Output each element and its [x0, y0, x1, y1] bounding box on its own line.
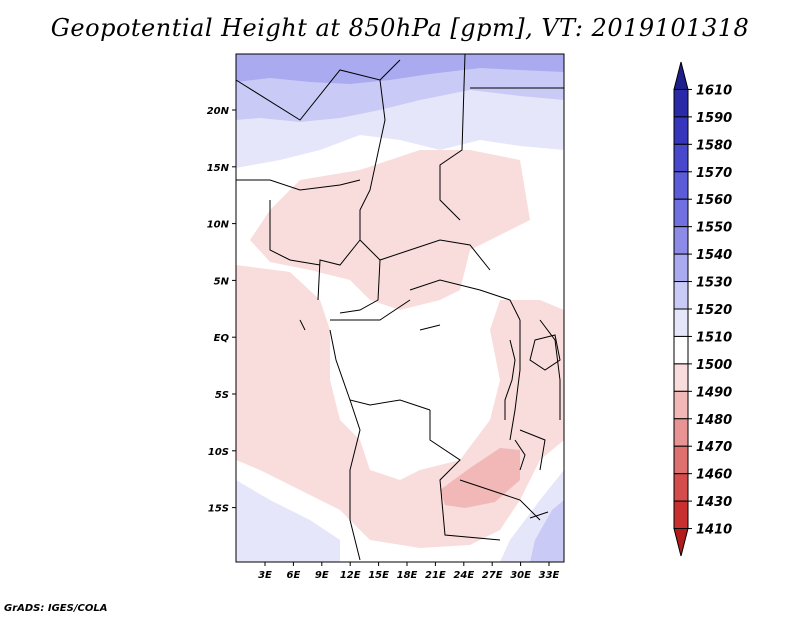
- colorbar-label: 1560: [696, 193, 732, 208]
- colorbar: 1610 1590 1580 1570 1560 1550 1540 1530 1520 1510…: [673, 61, 732, 557]
- colorbar-label: 1480: [696, 413, 732, 428]
- lon-tick-label: 21E: [425, 570, 446, 581]
- lon-tick-label: 15E: [368, 570, 389, 581]
- lat-tick-label: 5S: [215, 390, 229, 401]
- lat-tick-label: 15N: [207, 163, 230, 174]
- colorbar-label: 1460: [696, 468, 732, 483]
- colorbar-segment: [673, 281, 689, 310]
- colorbar-label: 1610: [696, 83, 732, 98]
- colorbar-segment: [673, 363, 689, 392]
- lon-tick-label: 12E: [340, 570, 361, 581]
- colorbar-label: 1520: [696, 303, 732, 318]
- field-1540-region-north: [236, 54, 564, 84]
- colorbar-segment: [673, 390, 689, 420]
- colorbar-segment: [673, 418, 689, 447]
- colorbar-label: 1540: [696, 248, 732, 263]
- colorbar-label: 1510: [696, 330, 732, 345]
- lat-tick-label: EQ: [214, 333, 230, 344]
- latitude-axis: 20N 15N 10N 5N EQ 5S 10S 15S: [207, 106, 236, 515]
- colorbar-label: 1500: [696, 358, 732, 373]
- lat-tick-label: 10N: [207, 220, 230, 231]
- colorbar-label: 1550: [696, 221, 732, 236]
- colorbar-label: 1430: [696, 495, 732, 510]
- colorbar-label: 1470: [696, 440, 732, 455]
- lat-tick-label: 5N: [214, 276, 230, 287]
- colorbar-segment: [673, 473, 689, 502]
- lon-tick-label: 18E: [397, 570, 418, 581]
- lon-tick-label: 24E: [453, 570, 474, 581]
- colorbar-segment: [673, 198, 689, 228]
- longitude-axis: 3E 6E 9E 12E 15E 18E 21E 24E 27E 30E 33E: [258, 562, 560, 581]
- colorbar-segment: [673, 335, 689, 365]
- grads-credit: GrADS: IGES/COLA: [4, 603, 108, 614]
- colorbar-label: 1570: [696, 166, 732, 181]
- colorbar-segment: [673, 171, 689, 200]
- colorbar-bottom-triangle: [673, 528, 689, 557]
- lon-tick-label: 9E: [315, 570, 329, 581]
- colorbar-segment: [673, 88, 689, 118]
- colorbar-segment: [673, 226, 689, 255]
- lat-tick-label: 10S: [208, 447, 229, 458]
- colorbar-segment: [673, 253, 689, 283]
- map-panel: [235, 53, 565, 563]
- colorbar-top-triangle: [673, 61, 689, 90]
- lon-tick-label: 27E: [482, 570, 503, 581]
- field-1530-region-southeast: [530, 500, 564, 562]
- lat-tick-label: 20N: [207, 106, 230, 117]
- lakes-coastline: [299, 319, 561, 519]
- lat-tick-label: 15S: [208, 504, 229, 515]
- country-borders: [235, 53, 564, 561]
- colorbar-label: 1410: [696, 523, 732, 538]
- colorbar-label: 1490: [696, 385, 732, 400]
- colorbar-label: 1530: [696, 276, 732, 291]
- lon-tick-label: 30E: [510, 570, 531, 581]
- colorbar-segment: [673, 445, 689, 475]
- colorbar-segment: [673, 308, 689, 337]
- lon-tick-label: 6E: [287, 570, 301, 581]
- colorbar-segment: [673, 116, 689, 145]
- colorbar-segment: [673, 500, 689, 530]
- map-title: Geopotential Height at 850hPa [gpm], VT:…: [50, 14, 750, 42]
- colorbar-segment: [673, 143, 689, 173]
- field-1520-region-south: [236, 480, 340, 562]
- lon-tick-label: 33E: [539, 570, 560, 581]
- map-frame: [235, 53, 565, 563]
- lon-tick-label: 3E: [258, 570, 272, 581]
- colorbar-label: 1580: [696, 138, 732, 153]
- colorbar-label: 1590: [696, 111, 732, 126]
